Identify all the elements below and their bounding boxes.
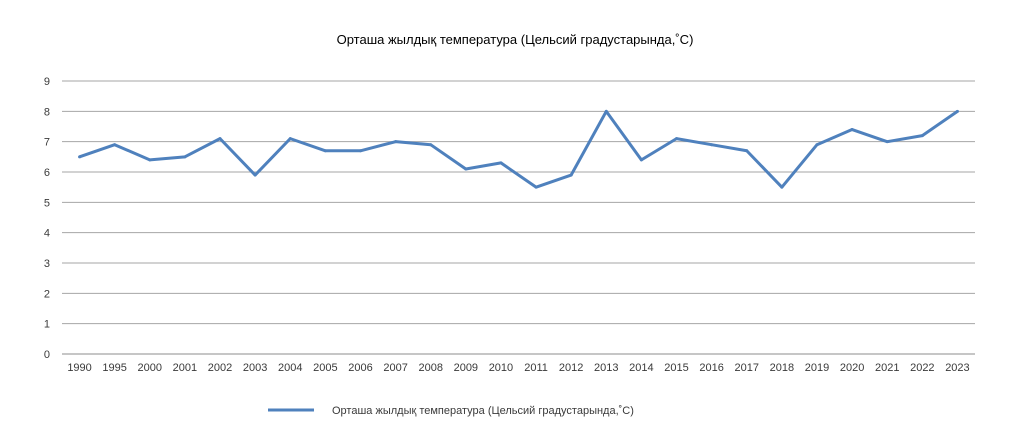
data-point-2010 xyxy=(499,161,503,165)
data-point-2017 xyxy=(745,149,749,153)
data-point-2001 xyxy=(183,155,187,159)
chart-title: Орташа жылдық температура (Цельсий граду… xyxy=(337,32,694,47)
data-point-2006 xyxy=(358,149,362,153)
data-point-2019 xyxy=(815,143,819,147)
data-point-1990 xyxy=(78,155,82,159)
data-point-2014 xyxy=(639,158,643,162)
y-tick-label: 2 xyxy=(44,288,50,300)
y-tick-label: 7 xyxy=(44,137,50,149)
data-point-2023 xyxy=(955,109,959,113)
x-tick-label: 1990 xyxy=(67,362,91,374)
x-tick-label: 2018 xyxy=(770,362,794,374)
data-point-2013 xyxy=(604,109,608,113)
data-point-2009 xyxy=(464,167,468,171)
data-point-2021 xyxy=(885,140,889,144)
x-tick-label: 2000 xyxy=(138,362,162,374)
x-tick-label: 2001 xyxy=(173,362,197,374)
x-tick-label: 2016 xyxy=(699,362,723,374)
x-tick-label: 2019 xyxy=(805,362,829,374)
y-tick-label: 0 xyxy=(44,349,50,361)
data-point-2012 xyxy=(569,173,573,177)
legend: Орташа жылдық температура (Цельсий граду… xyxy=(268,405,634,417)
y-tick-label: 5 xyxy=(44,197,50,209)
data-point-2022 xyxy=(920,134,924,138)
data-point-2016 xyxy=(710,143,714,147)
data-point-2004 xyxy=(288,137,292,141)
data-point-2011 xyxy=(534,185,538,189)
x-tick-label: 2015 xyxy=(664,362,688,374)
x-tick-label: 2023 xyxy=(945,362,969,374)
legend-label: Орташа жылдық температура (Цельсий граду… xyxy=(332,405,634,417)
y-tick-label: 4 xyxy=(44,228,50,240)
x-tick-label: 2020 xyxy=(840,362,864,374)
y-tick-label: 3 xyxy=(44,258,50,270)
y-tick-label: 1 xyxy=(44,319,50,331)
x-tick-label: 1995 xyxy=(102,362,126,374)
x-tick-label: 2008 xyxy=(418,362,442,374)
data-point-2000 xyxy=(148,158,152,162)
x-tick-label: 2010 xyxy=(489,362,513,374)
x-tick-label: 2013 xyxy=(594,362,618,374)
data-point-2002 xyxy=(218,137,222,141)
data-point-2008 xyxy=(429,143,433,147)
data-point-2020 xyxy=(850,128,854,132)
y-axis-tick-labels: 0 1 2 3 4 5 6 7 8 9 xyxy=(44,76,50,361)
x-axis-tick-labels: 1990 1995 2000 2001 2002 2003 2004 2005 2006 2007… xyxy=(67,362,969,374)
x-tick-label: 2014 xyxy=(629,362,653,374)
x-tick-label: 2017 xyxy=(735,362,759,374)
gridlines xyxy=(62,80,975,355)
x-tick-label: 2022 xyxy=(910,362,934,374)
data-point-2003 xyxy=(253,173,257,177)
data-point-1995 xyxy=(113,143,117,147)
x-tick-label: 2012 xyxy=(559,362,583,374)
data-point-2007 xyxy=(394,140,398,144)
data-point-2015 xyxy=(675,137,679,141)
x-tick-label: 2021 xyxy=(875,362,899,374)
x-tick-label: 2005 xyxy=(313,362,337,374)
x-tick-label: 2011 xyxy=(524,362,548,374)
x-tick-label: 2007 xyxy=(383,362,407,374)
x-tick-label: 2003 xyxy=(243,362,267,374)
data-point-2005 xyxy=(323,149,327,153)
x-tick-label: 2009 xyxy=(454,362,478,374)
y-tick-label: 8 xyxy=(44,106,50,118)
x-tick-label: 2004 xyxy=(278,362,302,374)
y-tick-label: 6 xyxy=(44,167,50,179)
x-tick-label: 2002 xyxy=(208,362,232,374)
x-tick-label: 2006 xyxy=(348,362,372,374)
data-point-2018 xyxy=(780,185,784,189)
y-tick-label: 9 xyxy=(44,76,50,88)
series-group xyxy=(78,109,959,189)
series-line xyxy=(79,109,959,189)
